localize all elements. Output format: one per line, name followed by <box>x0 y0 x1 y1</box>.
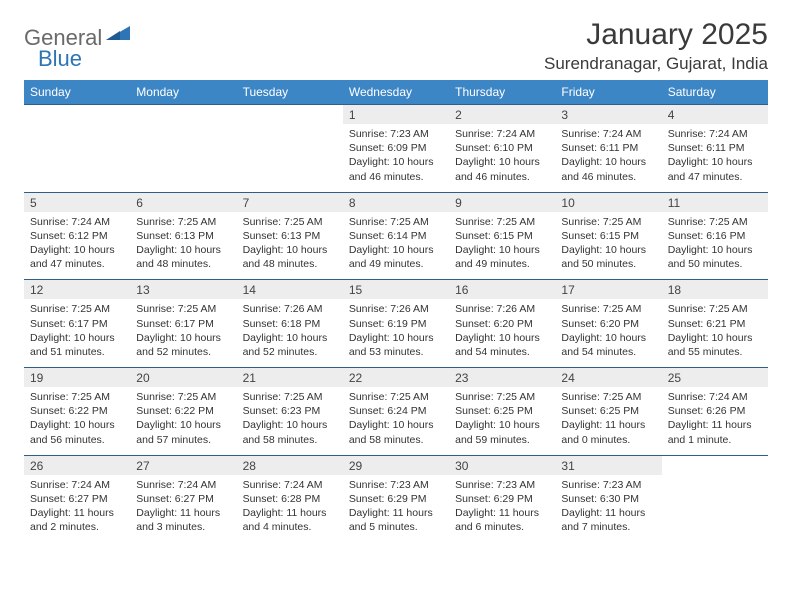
day-number: 13 <box>130 280 236 300</box>
day-detail-cell: Sunrise: 7:25 AMSunset: 6:14 PMDaylight:… <box>343 212 449 280</box>
day-detail-cell: Sunrise: 7:24 AMSunset: 6:27 PMDaylight:… <box>24 475 130 543</box>
day-number: 30 <box>449 455 555 475</box>
day-number: 27 <box>130 455 236 475</box>
day-detail-cell: Sunrise: 7:25 AMSunset: 6:21 PMDaylight:… <box>662 299 768 367</box>
day-number: 21 <box>237 368 343 388</box>
calendar-table: Sunday Monday Tuesday Wednesday Thursday… <box>24 80 768 542</box>
day-number: 28 <box>237 455 343 475</box>
weekday-header-row: Sunday Monday Tuesday Wednesday Thursday… <box>24 80 768 105</box>
day-number: 10 <box>555 192 661 212</box>
day-number-row: 567891011 <box>24 192 768 212</box>
weekday-header: Wednesday <box>343 80 449 105</box>
day-number: 29 <box>343 455 449 475</box>
day-detail-cell: Sunrise: 7:25 AMSunset: 6:25 PMDaylight:… <box>449 387 555 455</box>
day-detail-cell: Sunrise: 7:25 AMSunset: 6:16 PMDaylight:… <box>662 212 768 280</box>
day-number: 23 <box>449 368 555 388</box>
day-detail-cell: Sunrise: 7:23 AMSunset: 6:30 PMDaylight:… <box>555 475 661 543</box>
calendar-page: General January 2025 Surendranagar, Guja… <box>0 0 792 554</box>
day-detail-cell: Sunrise: 7:25 AMSunset: 6:17 PMDaylight:… <box>130 299 236 367</box>
day-detail-row: Sunrise: 7:24 AMSunset: 6:12 PMDaylight:… <box>24 212 768 280</box>
location: Surendranagar, Gujarat, India <box>544 54 768 74</box>
day-number-row: 262728293031 <box>24 455 768 475</box>
day-detail-cell: Sunrise: 7:25 AMSunset: 6:17 PMDaylight:… <box>24 299 130 367</box>
day-detail-cell: Sunrise: 7:25 AMSunset: 6:24 PMDaylight:… <box>343 387 449 455</box>
day-number: 9 <box>449 192 555 212</box>
day-number: 3 <box>555 105 661 125</box>
day-detail-cell <box>662 475 768 543</box>
day-number: 14 <box>237 280 343 300</box>
brand-part2-wrap: Blue <box>24 46 82 72</box>
day-detail-cell: Sunrise: 7:26 AMSunset: 6:18 PMDaylight:… <box>237 299 343 367</box>
day-number: 25 <box>662 368 768 388</box>
header: General January 2025 Surendranagar, Guja… <box>24 18 768 74</box>
day-detail-cell: Sunrise: 7:25 AMSunset: 6:23 PMDaylight:… <box>237 387 343 455</box>
day-number: 8 <box>343 192 449 212</box>
day-detail-cell: Sunrise: 7:25 AMSunset: 6:15 PMDaylight:… <box>555 212 661 280</box>
day-detail-cell: Sunrise: 7:25 AMSunset: 6:22 PMDaylight:… <box>130 387 236 455</box>
day-detail-cell: Sunrise: 7:23 AMSunset: 6:29 PMDaylight:… <box>449 475 555 543</box>
day-number <box>130 105 236 125</box>
day-number: 26 <box>24 455 130 475</box>
day-number <box>662 455 768 475</box>
day-number: 15 <box>343 280 449 300</box>
day-detail-cell: Sunrise: 7:24 AMSunset: 6:12 PMDaylight:… <box>24 212 130 280</box>
day-detail-row: Sunrise: 7:23 AMSunset: 6:09 PMDaylight:… <box>24 124 768 192</box>
day-detail-cell: Sunrise: 7:25 AMSunset: 6:15 PMDaylight:… <box>449 212 555 280</box>
day-number-row: 12131415161718 <box>24 280 768 300</box>
day-number <box>24 105 130 125</box>
logo-triangle-icon <box>106 24 130 45</box>
weekday-header: Saturday <box>662 80 768 105</box>
month-title: January 2025 <box>544 18 768 52</box>
weekday-header: Tuesday <box>237 80 343 105</box>
weekday-header: Thursday <box>449 80 555 105</box>
day-detail-cell: Sunrise: 7:24 AMSunset: 6:10 PMDaylight:… <box>449 124 555 192</box>
day-number: 2 <box>449 105 555 125</box>
day-number: 12 <box>24 280 130 300</box>
weekday-header: Monday <box>130 80 236 105</box>
day-detail-cell: Sunrise: 7:25 AMSunset: 6:13 PMDaylight:… <box>130 212 236 280</box>
brand-part2: Blue <box>38 46 82 71</box>
day-number: 20 <box>130 368 236 388</box>
day-detail-row: Sunrise: 7:25 AMSunset: 6:22 PMDaylight:… <box>24 387 768 455</box>
day-detail-cell: Sunrise: 7:24 AMSunset: 6:26 PMDaylight:… <box>662 387 768 455</box>
day-number-row: 19202122232425 <box>24 368 768 388</box>
day-detail-cell: Sunrise: 7:25 AMSunset: 6:13 PMDaylight:… <box>237 212 343 280</box>
day-number: 1 <box>343 105 449 125</box>
day-detail-row: Sunrise: 7:25 AMSunset: 6:17 PMDaylight:… <box>24 299 768 367</box>
day-number: 18 <box>662 280 768 300</box>
day-detail-cell: Sunrise: 7:23 AMSunset: 6:09 PMDaylight:… <box>343 124 449 192</box>
day-number <box>237 105 343 125</box>
day-number: 7 <box>237 192 343 212</box>
day-number: 6 <box>130 192 236 212</box>
day-number: 24 <box>555 368 661 388</box>
day-number: 22 <box>343 368 449 388</box>
day-number: 4 <box>662 105 768 125</box>
day-number: 19 <box>24 368 130 388</box>
day-detail-cell: Sunrise: 7:25 AMSunset: 6:20 PMDaylight:… <box>555 299 661 367</box>
day-number-row: 1234 <box>24 105 768 125</box>
day-detail-cell: Sunrise: 7:25 AMSunset: 6:25 PMDaylight:… <box>555 387 661 455</box>
day-detail-row: Sunrise: 7:24 AMSunset: 6:27 PMDaylight:… <box>24 475 768 543</box>
day-number: 5 <box>24 192 130 212</box>
day-detail-cell: Sunrise: 7:24 AMSunset: 6:11 PMDaylight:… <box>662 124 768 192</box>
day-detail-cell: Sunrise: 7:23 AMSunset: 6:29 PMDaylight:… <box>343 475 449 543</box>
day-detail-cell <box>237 124 343 192</box>
day-detail-cell: Sunrise: 7:24 AMSunset: 6:11 PMDaylight:… <box>555 124 661 192</box>
day-detail-cell <box>130 124 236 192</box>
day-number: 31 <box>555 455 661 475</box>
day-detail-cell: Sunrise: 7:25 AMSunset: 6:22 PMDaylight:… <box>24 387 130 455</box>
weekday-header: Sunday <box>24 80 130 105</box>
title-block: January 2025 Surendranagar, Gujarat, Ind… <box>544 18 768 74</box>
day-detail-cell: Sunrise: 7:24 AMSunset: 6:28 PMDaylight:… <box>237 475 343 543</box>
day-detail-cell: Sunrise: 7:26 AMSunset: 6:19 PMDaylight:… <box>343 299 449 367</box>
day-detail-cell <box>24 124 130 192</box>
day-number: 16 <box>449 280 555 300</box>
day-number: 17 <box>555 280 661 300</box>
day-detail-cell: Sunrise: 7:26 AMSunset: 6:20 PMDaylight:… <box>449 299 555 367</box>
weekday-header: Friday <box>555 80 661 105</box>
day-detail-cell: Sunrise: 7:24 AMSunset: 6:27 PMDaylight:… <box>130 475 236 543</box>
day-number: 11 <box>662 192 768 212</box>
calendar-body: 1234Sunrise: 7:23 AMSunset: 6:09 PMDayli… <box>24 105 768 543</box>
